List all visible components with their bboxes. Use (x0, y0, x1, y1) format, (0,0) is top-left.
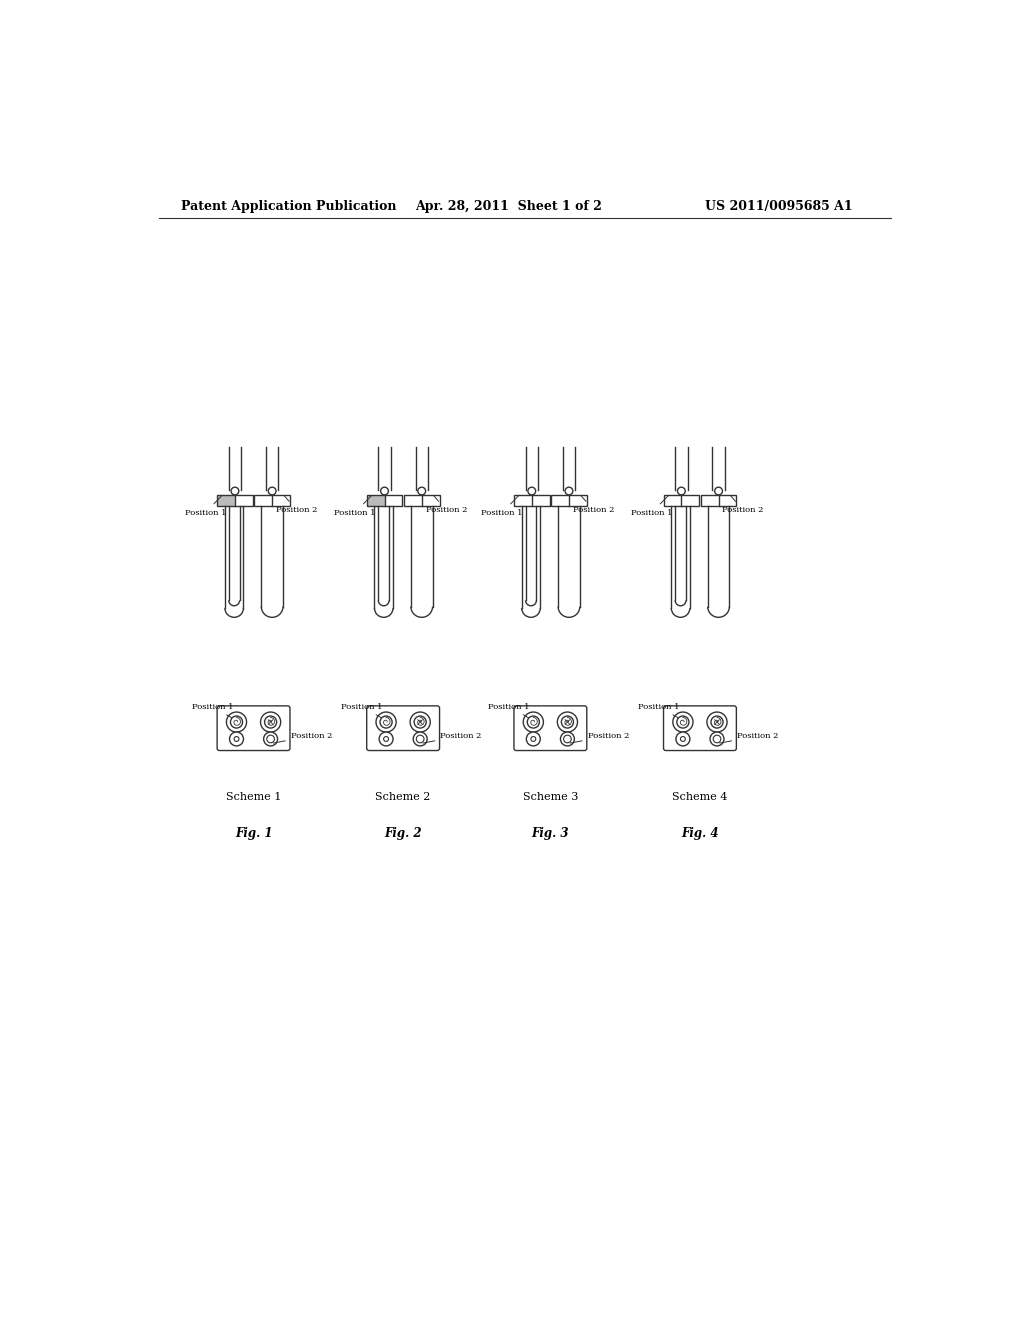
Circle shape (263, 733, 278, 746)
Circle shape (376, 711, 396, 733)
FancyBboxPatch shape (514, 706, 587, 751)
Circle shape (711, 715, 723, 729)
Circle shape (557, 711, 578, 733)
Text: Position 2: Position 2 (570, 731, 629, 743)
Circle shape (381, 487, 388, 495)
Circle shape (229, 733, 244, 746)
Circle shape (530, 737, 536, 742)
Circle shape (267, 735, 274, 743)
Bar (367, 495, 385, 506)
Bar (217, 495, 253, 506)
Bar (551, 495, 587, 506)
Text: Position 1: Position 1 (334, 495, 376, 516)
Text: Scheme 4: Scheme 4 (673, 792, 728, 803)
Bar (254, 495, 290, 506)
Text: Position 2: Position 2 (572, 495, 614, 515)
Text: Scheme 3: Scheme 3 (522, 792, 579, 803)
Circle shape (677, 715, 689, 729)
Text: Position 1: Position 1 (638, 702, 681, 719)
Text: Position 2: Position 2 (273, 731, 332, 743)
Circle shape (528, 487, 536, 495)
Text: Patent Application Publication: Patent Application Publication (180, 199, 396, 213)
Text: Position 2: Position 2 (720, 731, 778, 743)
Circle shape (226, 711, 247, 733)
Text: Position 1: Position 1 (481, 495, 523, 516)
FancyBboxPatch shape (217, 706, 290, 751)
Text: Fig. 4: Fig. 4 (681, 828, 719, 841)
Circle shape (560, 733, 574, 746)
Circle shape (230, 715, 243, 729)
Text: Position 2: Position 2 (426, 495, 467, 515)
Bar (664, 495, 699, 506)
Text: Position 2: Position 2 (276, 495, 317, 515)
Circle shape (380, 715, 392, 729)
Circle shape (561, 715, 573, 729)
Text: Scheme 1: Scheme 1 (226, 792, 282, 803)
Text: Position 2: Position 2 (722, 495, 764, 515)
Bar (700, 495, 736, 506)
Circle shape (678, 487, 685, 495)
FancyBboxPatch shape (367, 706, 439, 751)
Circle shape (268, 487, 276, 495)
FancyBboxPatch shape (664, 706, 736, 751)
Bar (367, 495, 402, 506)
Bar (514, 495, 550, 506)
Circle shape (260, 711, 281, 733)
Text: Position 1: Position 1 (184, 495, 226, 516)
Text: Apr. 28, 2011  Sheet 1 of 2: Apr. 28, 2011 Sheet 1 of 2 (415, 199, 602, 213)
Circle shape (710, 733, 724, 746)
Text: Fig. 2: Fig. 2 (384, 828, 422, 841)
Circle shape (527, 715, 540, 729)
Circle shape (414, 715, 426, 729)
Text: Position 1: Position 1 (191, 702, 234, 719)
Text: Position 2: Position 2 (423, 731, 481, 743)
Circle shape (410, 711, 430, 733)
Circle shape (676, 733, 690, 746)
Text: Scheme 2: Scheme 2 (376, 792, 431, 803)
Circle shape (526, 733, 541, 746)
Text: US 2011/0095685 A1: US 2011/0095685 A1 (706, 199, 853, 213)
Circle shape (414, 733, 427, 746)
Circle shape (379, 733, 393, 746)
Circle shape (715, 487, 722, 495)
Circle shape (565, 487, 572, 495)
Circle shape (681, 737, 685, 742)
Bar (217, 495, 234, 506)
Circle shape (523, 711, 544, 733)
Text: Fig. 3: Fig. 3 (531, 828, 569, 841)
Circle shape (234, 737, 239, 742)
Circle shape (384, 737, 388, 742)
Text: Position 1: Position 1 (341, 702, 384, 719)
Text: Position 1: Position 1 (488, 702, 530, 719)
Circle shape (713, 735, 721, 743)
Bar (403, 495, 439, 506)
Circle shape (417, 735, 424, 743)
Circle shape (673, 711, 693, 733)
Circle shape (707, 711, 727, 733)
Circle shape (231, 487, 239, 495)
Text: Fig. 1: Fig. 1 (234, 828, 272, 841)
Circle shape (264, 715, 276, 729)
Text: Position 1: Position 1 (631, 495, 673, 516)
Circle shape (418, 487, 426, 495)
Circle shape (563, 735, 571, 743)
